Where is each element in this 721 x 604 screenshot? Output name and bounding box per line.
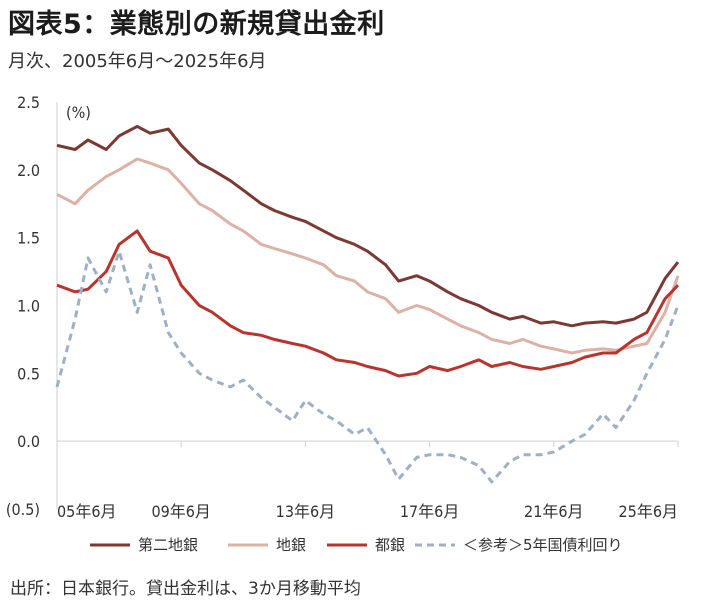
y-tick-label: 1.5 <box>17 229 40 248</box>
series-line-3 <box>55 249 680 484</box>
legend-label: ＜参考＞5年国債利回り <box>463 536 623 554</box>
legend-label: 地銀 <box>276 536 306 554</box>
y-tick-label: 2.5 <box>17 93 40 112</box>
y-tick-label: (0.5) <box>6 500 40 519</box>
chart-subtitle: 月次、2005年6月～2025年6月 <box>8 51 267 72</box>
legend: 第二地銀 地銀 都銀 ＜参考＞5年国債利回り <box>90 536 623 554</box>
x-tick-label: 13年6月 <box>276 502 335 521</box>
x-tick-label: 25年6月 <box>619 502 678 521</box>
y-tick-label: 0.5 <box>17 364 40 383</box>
x-tick-label: 21年6月 <box>524 502 583 521</box>
y-tick-label: 0.0 <box>17 432 40 451</box>
plot-area <box>55 124 680 484</box>
x-tick-label: 17年6月 <box>400 502 459 521</box>
x-axis: 05年6月 09年6月 13年6月 17年6月 21年6月 25年6月 <box>56 440 679 521</box>
source-note: 出所：日本銀行。貸出金利は、3か月移動平均 <box>10 579 361 599</box>
line-chart: 2.5 2.0 1.5 1.0 0.5 0.0 (0.5) 05年6月 09年6月 13年6月 1… <box>6 93 680 554</box>
series-line-2 <box>56 229 680 378</box>
series-line-1 <box>56 157 680 355</box>
unit-label: (%) <box>66 103 91 122</box>
chart-title: 図表5：業態別の新規貸出金利 <box>8 9 385 40</box>
legend-label: 第二地銀 <box>138 536 198 554</box>
y-axis: 2.5 2.0 1.5 1.0 0.5 0.0 (0.5) <box>6 93 58 519</box>
series-line-0 <box>56 124 680 328</box>
y-tick-label: 1.0 <box>17 297 40 316</box>
y-tick-label: 2.0 <box>17 161 40 180</box>
x-tick-label: 05年6月 <box>57 502 116 521</box>
x-tick-label: 09年6月 <box>151 502 210 521</box>
legend-label: 都銀 <box>375 536 405 554</box>
